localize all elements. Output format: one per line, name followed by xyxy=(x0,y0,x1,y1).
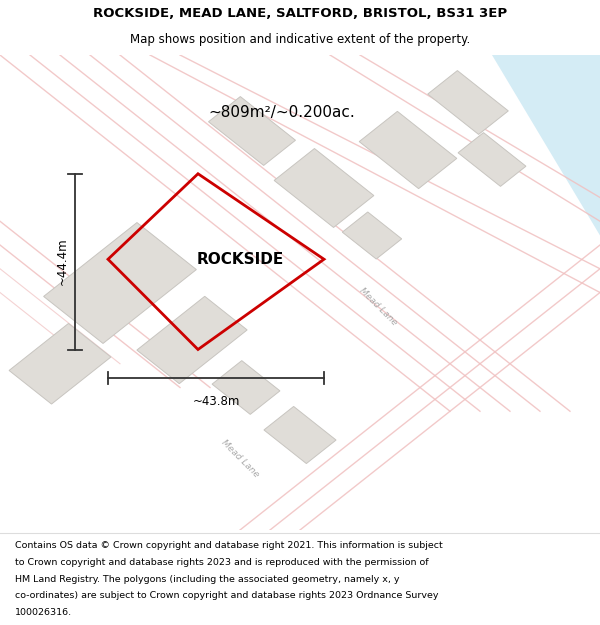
Polygon shape xyxy=(9,324,111,404)
Polygon shape xyxy=(359,111,457,189)
Polygon shape xyxy=(264,406,336,464)
Text: 100026316.: 100026316. xyxy=(15,608,72,617)
Text: ~809m²/~0.200ac.: ~809m²/~0.200ac. xyxy=(209,104,355,119)
Text: ~43.8m: ~43.8m xyxy=(193,395,239,408)
Text: co-ordinates) are subject to Crown copyright and database rights 2023 Ordnance S: co-ordinates) are subject to Crown copyr… xyxy=(15,591,439,600)
Polygon shape xyxy=(44,222,196,344)
Text: Mead Lane: Mead Lane xyxy=(358,286,398,328)
Text: ROCKSIDE, MEAD LANE, SALTFORD, BRISTOL, BS31 3EP: ROCKSIDE, MEAD LANE, SALTFORD, BRISTOL, … xyxy=(93,8,507,20)
Text: HM Land Registry. The polygons (including the associated geometry, namely x, y: HM Land Registry. The polygons (includin… xyxy=(15,574,400,584)
Text: Map shows position and indicative extent of the property.: Map shows position and indicative extent… xyxy=(130,33,470,46)
Polygon shape xyxy=(209,97,295,166)
Polygon shape xyxy=(428,71,508,134)
Text: to Crown copyright and database rights 2023 and is reproduced with the permissio: to Crown copyright and database rights 2… xyxy=(15,558,428,567)
Polygon shape xyxy=(137,296,247,384)
Polygon shape xyxy=(458,132,526,186)
Text: Contains OS data © Crown copyright and database right 2021. This information is : Contains OS data © Crown copyright and d… xyxy=(15,541,443,551)
Polygon shape xyxy=(212,361,280,414)
Polygon shape xyxy=(432,55,600,236)
Text: ~44.4m: ~44.4m xyxy=(55,238,68,286)
Text: ROCKSIDE: ROCKSIDE xyxy=(196,252,284,267)
Polygon shape xyxy=(343,212,401,259)
Text: Mead Lane: Mead Lane xyxy=(220,438,260,479)
Polygon shape xyxy=(274,149,374,228)
